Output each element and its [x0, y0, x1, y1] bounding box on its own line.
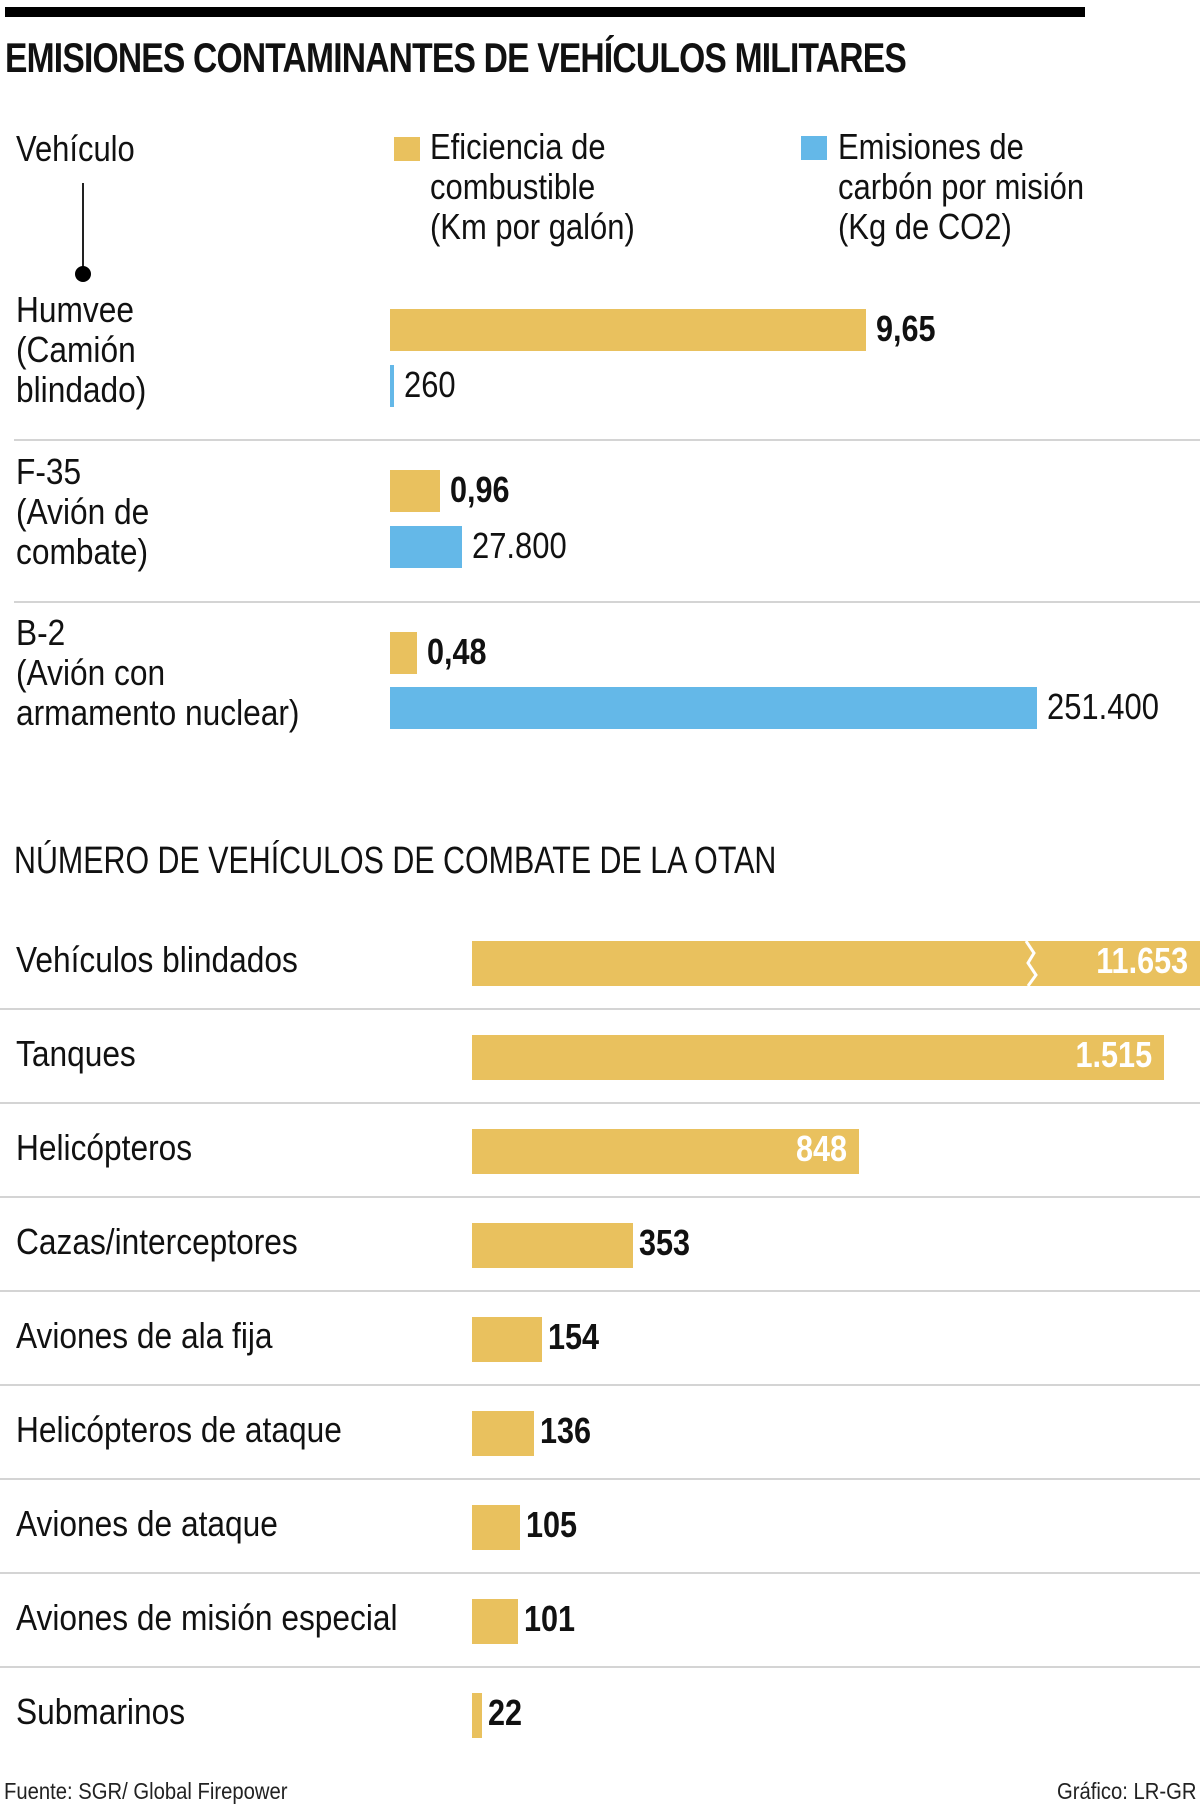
nato-bar: [472, 1129, 860, 1174]
legend-swatch-fuel: [394, 137, 420, 161]
vehicle-label-line: (Avión de: [16, 491, 150, 532]
vehicle-label-line: Humvee: [16, 289, 134, 330]
row-divider: [14, 439, 1200, 441]
legend-fuel-line: (Km por galón): [430, 206, 635, 247]
nato-bar: [472, 1035, 1164, 1080]
fuel-bar: [390, 309, 866, 351]
nato-bar: [472, 1411, 535, 1456]
nato-category-label: Vehículos blindados: [16, 939, 298, 980]
vehicle-label-line: combate): [16, 531, 149, 572]
row-divider: [0, 1666, 1200, 1668]
nato-chart-title: NÚMERO DE VEHÍCULOS DE COMBATE DE LA OTA…: [14, 840, 777, 882]
co2-value-label: 260: [404, 364, 456, 405]
nato-category-label: Tanques: [16, 1033, 136, 1074]
nato-value-label: 353: [639, 1222, 691, 1263]
nato-value-label: 105: [525, 1504, 578, 1545]
leader-line: [82, 183, 84, 271]
nato-value-label: 848: [796, 1128, 848, 1169]
fuel-bar: [390, 632, 417, 674]
co2-value-label: 27.800: [471, 525, 567, 566]
co2-bar: [390, 365, 394, 407]
legend-swatch-co2: [801, 136, 827, 160]
nato-value-label: 101: [524, 1598, 576, 1639]
legend-fuel-line: combustible: [430, 166, 596, 207]
nato-category-label: Helicópteros de ataque: [16, 1409, 342, 1450]
nato-value-label: 11.653: [1096, 940, 1188, 981]
nato-category-label: Aviones de misión especial: [16, 1597, 398, 1638]
row-divider: [14, 601, 1200, 603]
nato-bar: [472, 1693, 483, 1738]
vehicle-label-line: B-2: [16, 612, 66, 653]
nato-bar: [472, 1223, 634, 1268]
nato-value-label: 154: [548, 1316, 600, 1357]
fuel-bar: [390, 470, 441, 512]
legend-co2-line: Emisiones de: [838, 126, 1024, 167]
legend-co2: Emisiones de carbón por misión (Kg de CO…: [838, 127, 1084, 247]
vehicle-label-line: armamento nuclear): [16, 692, 300, 733]
axis-break-icon: [1024, 941, 1038, 986]
legend-co2-line: carbón por misión: [838, 166, 1085, 207]
fuel-value-label: 0,96: [450, 469, 510, 510]
nato-category-label: Aviones de ataque: [16, 1503, 278, 1544]
fuel-value-label: 0,48: [426, 631, 487, 672]
nato-category-label: Helicópteros: [16, 1127, 193, 1168]
legend-fuel: Eficiencia de combustible (Km por galón): [430, 127, 635, 247]
vehicle-label-line: blindado): [16, 369, 147, 410]
nato-bar: [472, 1505, 520, 1550]
vehicle-label: B-2 (Avión con armamento nuclear): [16, 613, 299, 733]
co2-value-label: 251.400: [1047, 686, 1159, 727]
leader-dot-icon: [75, 266, 91, 282]
nato-bar: [472, 1317, 543, 1362]
row-divider: [0, 1478, 1200, 1480]
row-divider: [0, 1384, 1200, 1386]
legend-co2-line: (Kg de CO2): [838, 206, 1012, 247]
vehicle-label-line: (Camión: [16, 329, 136, 370]
fuel-value-label: 9,65: [876, 308, 936, 349]
nato-bar: [472, 1599, 519, 1644]
row-divider: [0, 1196, 1200, 1198]
co2-bar: [390, 687, 1037, 729]
top-rule: [5, 7, 1085, 17]
co2-bar: [390, 526, 462, 568]
vehicle-label-line: (Avión con: [16, 652, 166, 693]
nato-value-label: 22: [488, 1692, 523, 1733]
nato-category-label: Aviones de ala fija: [16, 1315, 273, 1356]
nato-category-label: Cazas/interceptores: [16, 1221, 298, 1262]
row-divider: [0, 1102, 1200, 1104]
vehicle-label-line: F-35: [16, 451, 82, 492]
vehicle-label: F-35 (Avión de combate): [16, 452, 149, 572]
nato-value-label: 1.515: [1075, 1034, 1152, 1075]
row-divider: [0, 1290, 1200, 1292]
source-note: Fuente: SGR/ Global Firepower: [4, 1778, 288, 1804]
graphic-credit: Gráfico: LR-GR: [1056, 1778, 1196, 1804]
row-divider: [0, 1572, 1200, 1574]
legend-fuel-line: Eficiencia de: [430, 126, 606, 167]
vehicle-column-header: Vehículo: [16, 128, 135, 169]
row-divider: [0, 1008, 1200, 1010]
nato-value-label: 136: [540, 1410, 592, 1451]
vehicle-label: Humvee (Camión blindado): [16, 290, 146, 410]
nato-bar: [472, 941, 1200, 986]
page-title: EMISIONES CONTAMINANTES DE VEHÍCULOS MIL…: [5, 34, 907, 81]
nato-category-label: Submarinos: [16, 1691, 186, 1732]
